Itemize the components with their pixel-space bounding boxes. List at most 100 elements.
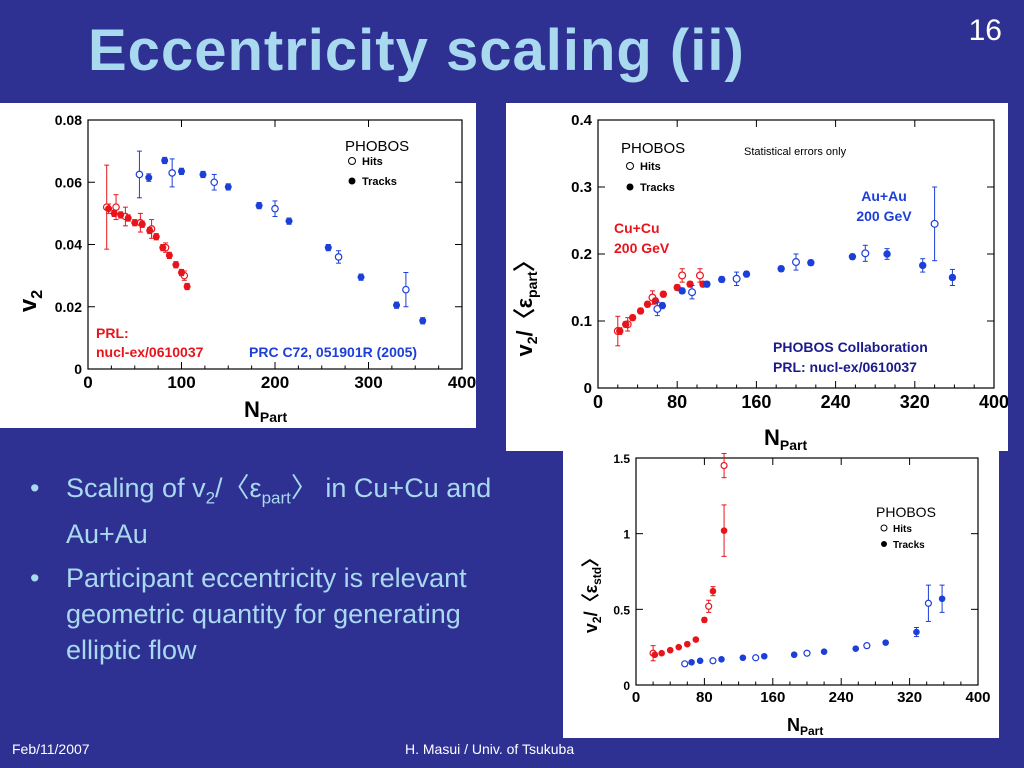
bullet-item: • Scaling of v2/〈εpart〉 in Cu+Cu and Au+A…: [30, 470, 510, 552]
data-point-hits: [803, 649, 811, 657]
data-point-tracks: [172, 261, 180, 269]
data-point-tracks: [709, 587, 717, 595]
cu-label-2: 200 GeV: [614, 240, 670, 256]
data-point-hits: [752, 654, 760, 662]
data-point-hits: [732, 274, 741, 283]
y-tick-label: 0.02: [55, 299, 82, 315]
x-tick-label: 160: [760, 689, 785, 706]
data-point-tracks: [659, 290, 668, 298]
legend-hits-marker: [626, 162, 634, 170]
data-point-tracks: [720, 527, 728, 534]
data-point-tracks: [152, 233, 160, 241]
stat-note: Statistical errors only: [744, 146, 847, 158]
data-point-tracks: [616, 327, 624, 335]
x-tick-label: 400: [965, 689, 990, 706]
data-point-tracks: [684, 640, 691, 648]
data-point-hits: [168, 169, 176, 177]
y-tick-label: 0.1: [571, 313, 592, 330]
bullet-dot-icon: •: [30, 563, 40, 594]
legend-tracks-marker: [626, 183, 634, 191]
data-point-tracks: [161, 156, 169, 164]
data-point-hits: [402, 285, 410, 294]
data-point-tracks: [357, 273, 365, 281]
data-point-tracks: [285, 217, 293, 225]
data-point-hits: [863, 642, 871, 650]
page-number: 16: [968, 14, 1002, 47]
data-point-tracks: [701, 616, 708, 624]
cu-reference-1: PRL:: [96, 325, 129, 341]
data-point-tracks: [117, 211, 125, 219]
data-point-tracks: [178, 167, 186, 175]
data-point-tracks: [658, 649, 665, 657]
legend-tracks-label: Tracks: [640, 182, 675, 194]
footer-date: Feb/11/2007: [12, 741, 90, 757]
data-point-tracks: [678, 287, 686, 295]
data-point-hits: [678, 271, 687, 280]
y-tick-label: 0.4: [571, 112, 593, 129]
chart-xlabel: NPart: [244, 397, 287, 425]
au-reference: PRC C72, 051901R (2005): [249, 344, 417, 360]
y-tick-label: 0.08: [55, 112, 82, 128]
data-point-tracks: [145, 174, 153, 182]
data-point-tracks: [718, 655, 725, 663]
data-point-hits: [271, 204, 279, 213]
x-tick-label: 160: [741, 392, 771, 412]
collab-label-1: PHOBOS Collaboration: [773, 339, 928, 355]
legend-tracks-label: Tracks: [893, 540, 925, 551]
data-point-hits: [334, 253, 343, 261]
data-point-tracks: [807, 259, 815, 267]
slide-title: Eccentricity scaling (ii): [88, 18, 745, 83]
footer-author: H. Masui / Univ. of Tsukuba: [405, 741, 575, 757]
data-point-tracks: [852, 645, 860, 652]
data-point-tracks: [675, 643, 683, 651]
y-tick-label: 0.3: [571, 179, 592, 196]
data-point-hits: [681, 660, 689, 668]
legend-hits-label: Hits: [893, 524, 912, 535]
data-point-tracks: [622, 320, 630, 329]
data-point-tracks: [718, 275, 726, 284]
data-point-hits: [210, 178, 219, 187]
data-point-tracks: [913, 628, 920, 636]
data-point-tracks: [159, 244, 167, 252]
bullet-item: • Participant eccentricity is relevant ge…: [30, 560, 510, 668]
data-point-tracks: [948, 273, 957, 282]
x-tick-label: 300: [354, 373, 382, 392]
chart-xlabel: NPart: [764, 425, 807, 451]
x-tick-label: 0: [593, 392, 603, 412]
y-tick-label: 0: [74, 361, 82, 377]
data-point-tracks: [848, 252, 857, 261]
data-point-hits: [861, 249, 870, 258]
data-point-tracks: [183, 283, 191, 291]
y-tick-label: 1: [623, 528, 630, 542]
plot-frame: [87, 119, 463, 370]
legend-hits-label: Hits: [640, 161, 661, 173]
y-tick-label: 0.04: [55, 237, 82, 253]
data-point-tracks: [651, 651, 659, 659]
data-point-tracks: [790, 651, 798, 659]
data-point-tracks: [739, 654, 747, 662]
data-point-tracks: [138, 220, 146, 228]
data-point-tracks: [666, 646, 674, 654]
data-point-hits: [924, 599, 933, 607]
data-point-tracks: [393, 301, 401, 309]
data-point-tracks: [658, 301, 667, 310]
cu-label-1: Cu+Cu: [614, 220, 660, 236]
chart-panel-v2-epart: v2/〈εpart〉 NPart PHOBOS Hits Tracks Stat…: [506, 103, 1008, 451]
chart-xlabel: NPart: [787, 715, 823, 738]
data-point-tracks: [760, 652, 768, 660]
cu-reference-2: nucl-ex/0610037: [96, 344, 204, 360]
y-tick-label: 0: [623, 679, 630, 693]
data-point-tracks: [105, 205, 113, 213]
legend-tracks-marker: [348, 177, 356, 185]
data-point-tracks: [255, 202, 263, 210]
legend-title: PHOBOS: [876, 504, 936, 520]
data-point-tracks: [777, 265, 785, 273]
legend-title: PHOBOS: [621, 140, 685, 157]
au-label-2: 200 GeV: [856, 208, 912, 224]
x-tick-label: 100: [167, 373, 195, 392]
data-point-hits: [688, 288, 697, 297]
legend-hits-marker: [880, 524, 888, 532]
data-point-tracks: [178, 269, 186, 277]
data-point-tracks: [110, 209, 118, 217]
data-point-hits: [695, 271, 704, 280]
